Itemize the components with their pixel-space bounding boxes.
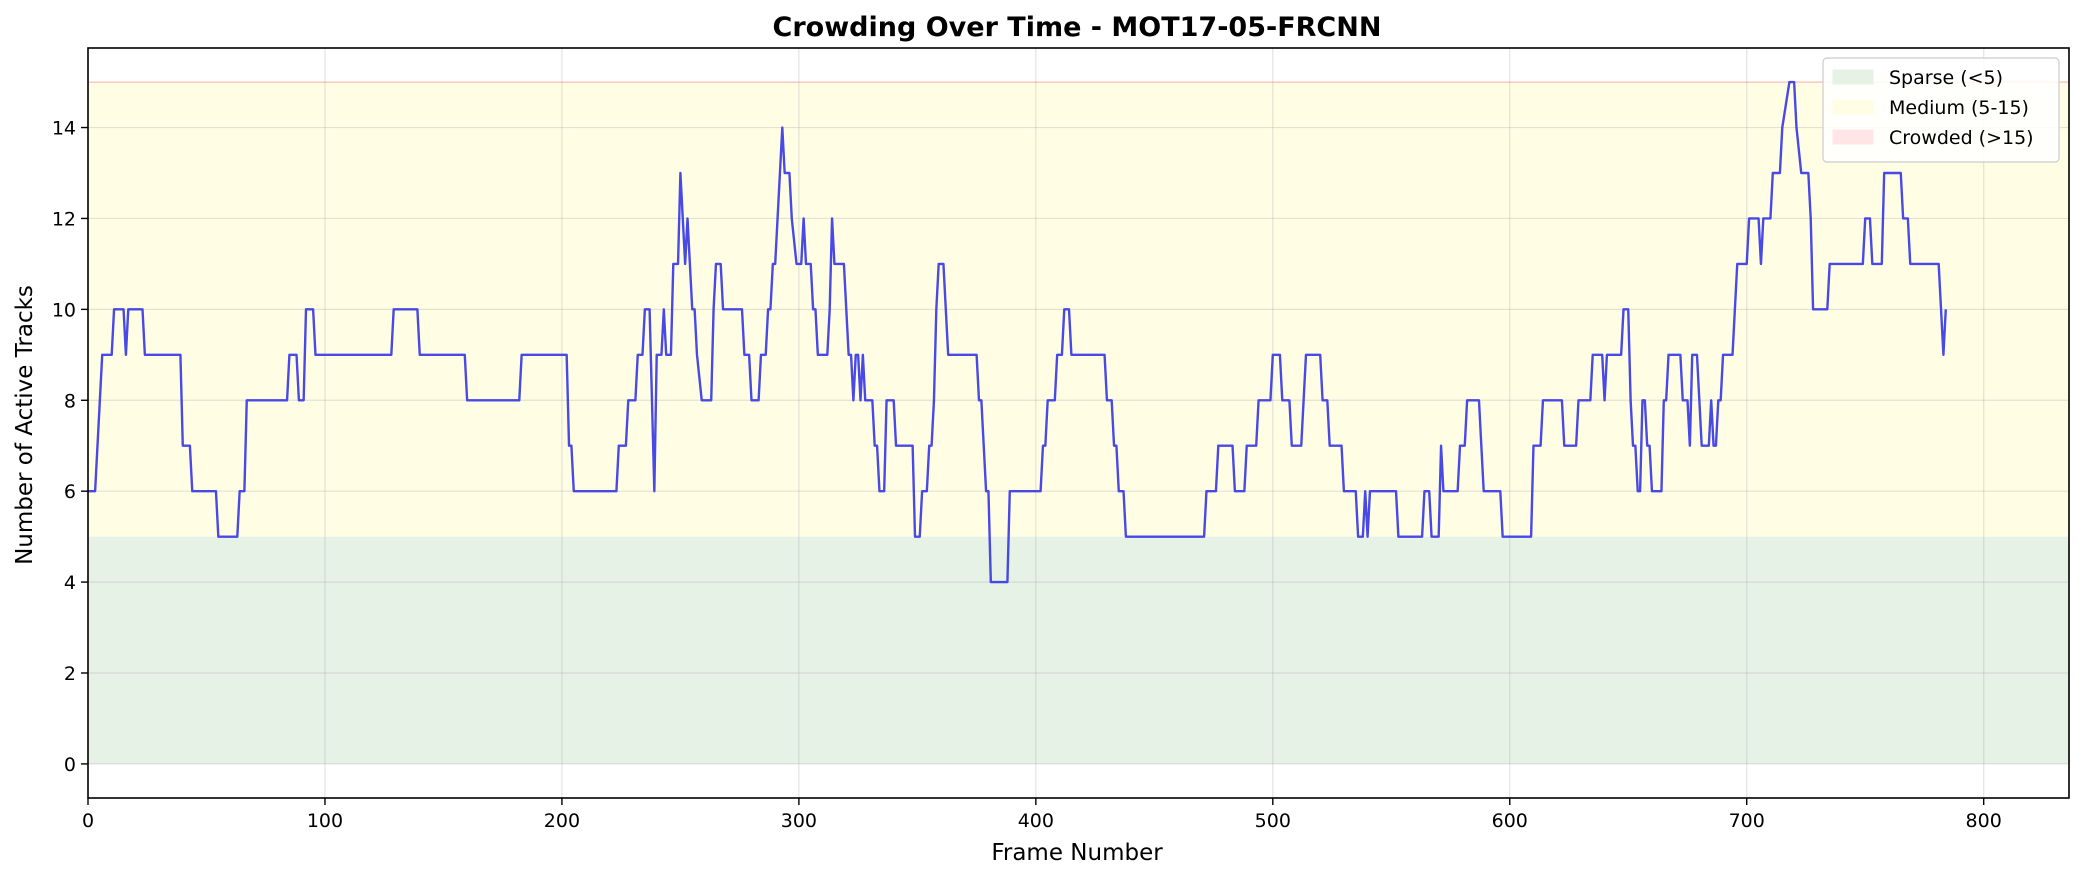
y-tick-label: 14 bbox=[52, 118, 76, 140]
legend-entry: Sparse (<5) bbox=[1889, 67, 2003, 89]
x-tick-label: 400 bbox=[1018, 810, 1054, 832]
y-tick-label: 10 bbox=[52, 299, 76, 321]
x-tick-label: 100 bbox=[307, 810, 343, 832]
legend-entry: Medium (5-15) bbox=[1889, 97, 2029, 119]
series-layer bbox=[88, 80, 1947, 584]
y-ticks: 0 2 4 6 8 10 12 14 bbox=[52, 118, 88, 776]
series-line-0 bbox=[88, 80, 1947, 584]
x-tick-label: 200 bbox=[544, 810, 580, 832]
legend: Sparse (<5) Medium (5-15) Crowded (>15) bbox=[1822, 57, 2060, 163]
x-tick-label: 500 bbox=[1255, 810, 1291, 832]
legend-frame bbox=[1822, 57, 2060, 163]
y-tick-label: 0 bbox=[64, 754, 76, 776]
legend-entry: Crowded (>15) bbox=[1889, 127, 2034, 149]
y-tick-label: 4 bbox=[64, 572, 76, 594]
y-tick-label: 12 bbox=[52, 208, 76, 230]
x-tick-label: 300 bbox=[781, 810, 817, 832]
x-ticks: 0 100 200 300 400 500 600 700 800 bbox=[82, 798, 2002, 832]
x-tick-label: 700 bbox=[1729, 810, 1765, 832]
y-tick-label: 8 bbox=[64, 390, 76, 412]
legend-swatch bbox=[1832, 129, 1874, 145]
x-axis-label: Frame Number bbox=[991, 840, 1163, 866]
band-0 bbox=[88, 536, 2069, 764]
x-tick-label: 800 bbox=[1966, 810, 2002, 832]
chart-title: Crowding Over Time - MOT17-05-FRCNN bbox=[773, 12, 1382, 43]
y-tick-label: 2 bbox=[64, 663, 76, 685]
x-tick-label: 0 bbox=[82, 810, 94, 832]
x-tick-label: 600 bbox=[1492, 810, 1528, 832]
legend-swatch bbox=[1832, 69, 1874, 85]
y-tick-label: 6 bbox=[64, 481, 76, 503]
plot-frame bbox=[87, 47, 2070, 799]
legend-swatch bbox=[1832, 99, 1874, 115]
y-axis-label: Number of Active Tracks bbox=[12, 285, 38, 565]
